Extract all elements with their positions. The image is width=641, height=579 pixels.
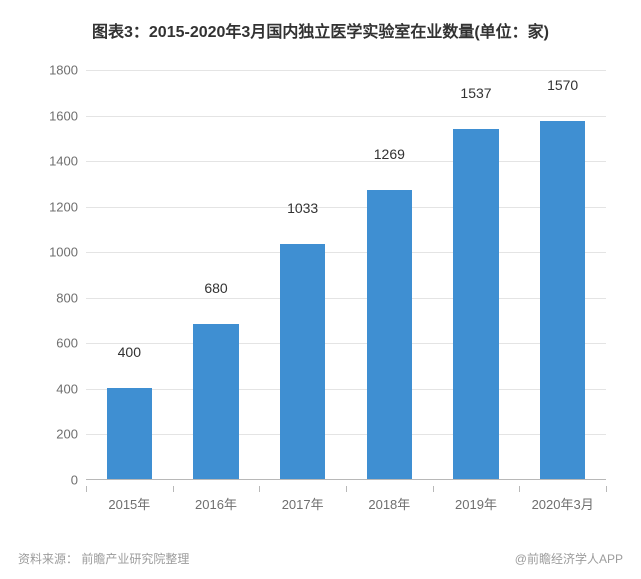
bar: [540, 121, 585, 479]
chart-area: 0200400600800100012001400160018004006801…: [38, 70, 618, 520]
x-tick: [86, 486, 87, 492]
x-tick: [606, 486, 607, 492]
y-tick-label: 800: [56, 290, 78, 305]
x-axis-label: 2016年: [195, 494, 237, 513]
y-tick-label: 200: [56, 427, 78, 442]
attribution-text: @前瞻经济学人APP: [515, 550, 623, 567]
x-axis-label: 2019年: [455, 494, 497, 513]
y-tick-label: 1800: [49, 63, 78, 78]
source-text: 前瞻产业研究院整理: [81, 552, 189, 566]
gridline: [86, 343, 606, 344]
x-tick: [519, 486, 520, 492]
bar: [367, 190, 412, 479]
x-axis: 2015年 2016年 2017年 2018年 2019年 2020年3月: [86, 486, 606, 510]
bar-value-label: 1033: [287, 200, 318, 222]
gridline: [86, 298, 606, 299]
bar-value-label: 1537: [460, 85, 491, 107]
x-axis-label: 2018年: [368, 494, 410, 513]
bar: [280, 244, 325, 479]
x-tick: [173, 486, 174, 492]
bar: [107, 388, 152, 479]
gridline: [86, 389, 606, 390]
y-tick-label: 1200: [49, 199, 78, 214]
y-tick-label: 600: [56, 336, 78, 351]
y-tick-label: 1400: [49, 154, 78, 169]
x-axis-label: 2017年: [282, 494, 324, 513]
gridline: [86, 116, 606, 117]
y-tick-label: 0: [71, 473, 78, 488]
chart-footer: 资料来源： 前瞻产业研究院整理 @前瞻经济学人APP: [18, 550, 623, 567]
chart-title: 图表3：2015-2020年3月国内独立医学实验室在业数量(单位：家): [0, 0, 641, 42]
gridline: [86, 70, 606, 71]
bar-value-label: 1269: [374, 146, 405, 168]
bar: [193, 324, 238, 479]
x-axis-label: 2020年3月: [532, 494, 594, 513]
gridline: [86, 434, 606, 435]
bar-value-label: 680: [204, 280, 227, 302]
y-tick-label: 400: [56, 381, 78, 396]
y-tick-label: 1600: [49, 108, 78, 123]
gridline: [86, 252, 606, 253]
x-tick: [346, 486, 347, 492]
bar-value-label: 400: [118, 344, 141, 366]
y-tick-label: 1000: [49, 245, 78, 260]
source-label: 资料来源：: [18, 552, 78, 566]
gridline: [86, 207, 606, 208]
bar: [453, 129, 498, 479]
x-tick: [433, 486, 434, 492]
source-line: 资料来源： 前瞻产业研究院整理: [18, 550, 189, 567]
bar-value-label: 1570: [547, 77, 578, 99]
x-tick: [259, 486, 260, 492]
gridline: [86, 161, 606, 162]
x-axis-label: 2015年: [108, 494, 150, 513]
plot-region: 0200400600800100012001400160018004006801…: [86, 70, 606, 480]
